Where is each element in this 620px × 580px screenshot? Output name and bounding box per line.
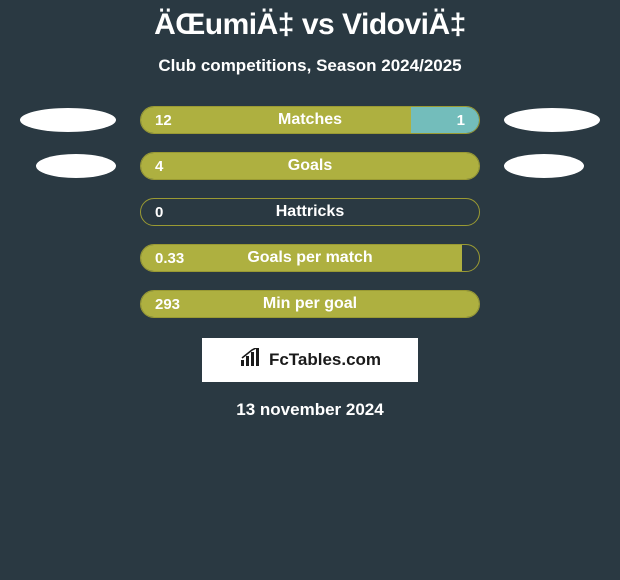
stats-area: 121Matches 4Goals 0Hattricks 0.33Goals per … [0,106,620,318]
ellipse-placeholder [504,246,600,270]
stat-bar: 121Matches [140,106,480,134]
stat-label: Matches [141,107,479,133]
ellipse-placeholder [504,200,600,224]
stat-bar: 4Goals [140,152,480,180]
player-ellipse-left [36,154,116,178]
player-ellipse-right [504,154,584,178]
date-label: 13 november 2024 [0,400,620,420]
stat-bar: 0Hattricks [140,198,480,226]
stat-row: 293Min per goal [0,290,620,318]
ellipse-placeholder [504,292,600,316]
stat-label: Min per goal [141,291,479,317]
stat-row: 4Goals [0,152,620,180]
stat-bar: 0.33Goals per match [140,244,480,272]
logo-text: FcTables.com [269,350,381,370]
stat-label: Hattricks [141,199,479,225]
ellipse-placeholder [20,292,116,316]
stat-row: 0.33Goals per match [0,244,620,272]
player-ellipse-right [504,108,600,132]
ellipse-placeholder [20,246,116,270]
stat-label: Goals [141,153,479,179]
player-ellipse-left [20,108,116,132]
stat-row: 0Hattricks [0,198,620,226]
stat-bar: 293Min per goal [140,290,480,318]
site-logo[interactable]: FcTables.com [202,338,418,382]
stat-label: Goals per match [141,245,479,271]
chart-bars-icon [239,348,263,373]
ellipse-placeholder [20,200,116,224]
subtitle: Club competitions, Season 2024/2025 [0,56,620,76]
page-title: ÄŒumiÄ‡ vs VidoviÄ‡ [0,8,620,42]
stat-row: 121Matches [0,106,620,134]
comparison-widget: ÄŒumiÄ‡ vs VidoviÄ‡ Club competitions, S… [0,0,620,420]
